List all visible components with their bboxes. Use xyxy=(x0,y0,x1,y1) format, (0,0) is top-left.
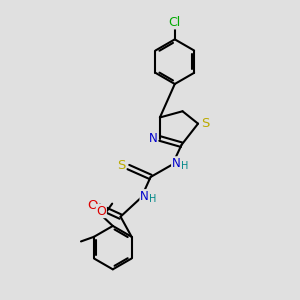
Text: N: N xyxy=(149,132,158,145)
Text: S: S xyxy=(117,159,126,172)
Text: N: N xyxy=(140,190,149,203)
Text: S: S xyxy=(201,117,209,130)
Text: O: O xyxy=(87,199,97,212)
Text: O: O xyxy=(96,205,106,218)
Text: N: N xyxy=(172,157,180,170)
Text: Cl: Cl xyxy=(169,16,181,29)
Text: H: H xyxy=(181,161,188,171)
Text: H: H xyxy=(149,194,157,204)
